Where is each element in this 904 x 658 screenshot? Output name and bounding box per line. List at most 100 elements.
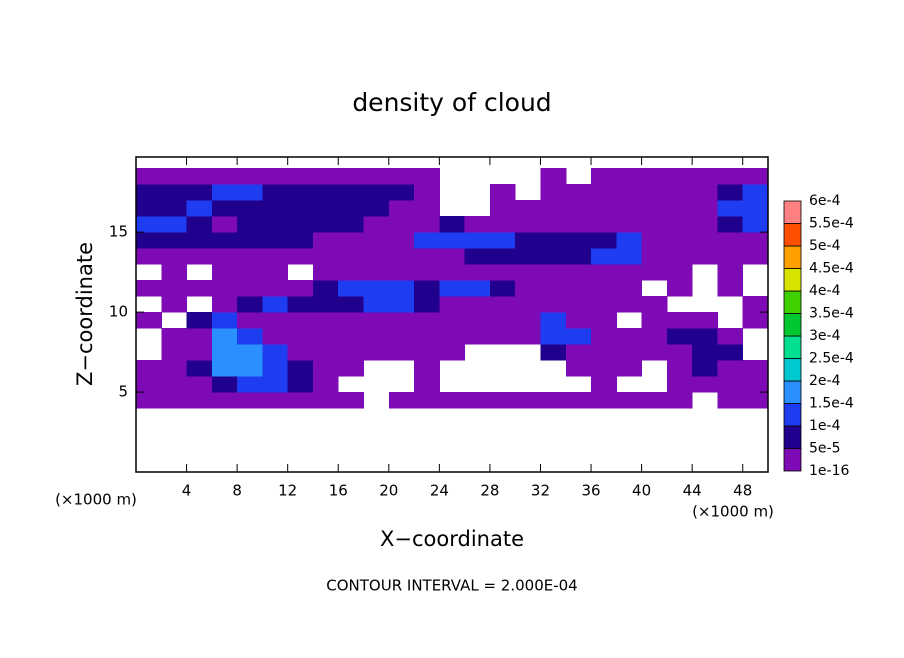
contour-cell bbox=[414, 184, 440, 201]
contour-cell bbox=[717, 344, 744, 361]
contour-cell bbox=[363, 328, 390, 345]
contour-cell bbox=[237, 376, 263, 393]
colorbar-swatch bbox=[783, 425, 802, 449]
x-tick-label: 4 bbox=[182, 482, 192, 500]
contour-cell bbox=[641, 264, 668, 281]
contour-cell bbox=[641, 312, 668, 329]
x-tick-label: 16 bbox=[329, 482, 348, 500]
contour-cell bbox=[641, 232, 668, 249]
contour-cell bbox=[692, 328, 718, 345]
contour-cell bbox=[439, 312, 466, 329]
y-tick-label: 15 bbox=[109, 223, 128, 241]
contour-cell bbox=[363, 200, 390, 217]
contour-cell bbox=[742, 184, 769, 201]
contour-cell bbox=[439, 264, 466, 281]
contour-cell bbox=[287, 216, 314, 233]
contour-cell bbox=[211, 216, 238, 233]
contour-cell bbox=[565, 200, 592, 217]
contour-cell bbox=[388, 312, 415, 329]
contour-cell bbox=[262, 168, 289, 185]
contour-cell bbox=[540, 328, 567, 345]
contour-cell bbox=[742, 360, 769, 377]
contour-cell bbox=[312, 280, 339, 297]
contour-cell bbox=[262, 296, 289, 313]
contour-cell bbox=[464, 392, 491, 409]
contour-cell bbox=[161, 328, 188, 345]
contour-cell bbox=[186, 328, 213, 345]
contour-cell bbox=[540, 232, 567, 249]
contour-cell bbox=[211, 296, 238, 313]
contour-cell bbox=[161, 264, 188, 281]
colorbar-swatch bbox=[783, 313, 802, 337]
contour-cell bbox=[338, 360, 365, 377]
contour-cell bbox=[338, 184, 365, 201]
contour-cell bbox=[666, 376, 693, 393]
contour-cell bbox=[388, 264, 415, 281]
contour-cell bbox=[742, 200, 769, 217]
contour-cell bbox=[540, 168, 567, 185]
contour-cell bbox=[692, 344, 718, 361]
contour-cell bbox=[515, 264, 541, 281]
contour-cell bbox=[565, 216, 592, 233]
contour-cell bbox=[616, 248, 643, 265]
contour-cell bbox=[565, 344, 592, 361]
contour-cell bbox=[186, 216, 213, 233]
contour-cell bbox=[388, 200, 415, 217]
contour-cell bbox=[237, 216, 263, 233]
contour-cell bbox=[641, 248, 668, 265]
y-tick-label: 5 bbox=[118, 383, 128, 401]
contour-cell bbox=[565, 184, 592, 201]
contour-cell bbox=[489, 312, 516, 329]
contour-cell bbox=[666, 392, 693, 409]
contour-cell bbox=[591, 328, 617, 345]
contour-cell bbox=[338, 344, 365, 361]
colorbar-label: 1e-4 bbox=[809, 418, 841, 434]
x-tick-label: 36 bbox=[581, 482, 600, 500]
contour-cell bbox=[565, 264, 592, 281]
contour-cell bbox=[414, 232, 440, 249]
contour-cell bbox=[591, 360, 617, 377]
contour-cell bbox=[338, 168, 365, 185]
contour-cell bbox=[641, 328, 668, 345]
contour-cell bbox=[262, 312, 289, 329]
x-tick-label: 12 bbox=[278, 482, 297, 500]
contour-cell bbox=[388, 248, 415, 265]
contour-cell bbox=[692, 312, 718, 329]
contour-cell bbox=[211, 312, 238, 329]
contour-cell bbox=[338, 216, 365, 233]
contour-cell bbox=[161, 392, 188, 409]
contour-cell bbox=[717, 392, 744, 409]
contour-cell bbox=[692, 216, 718, 233]
contour-cell bbox=[388, 392, 415, 409]
contour-note: CONTOUR INTERVAL = 2.000E-04 bbox=[326, 577, 577, 595]
contour-cell bbox=[591, 392, 617, 409]
contour-cell bbox=[312, 360, 339, 377]
contour-cell bbox=[338, 232, 365, 249]
contour-cell bbox=[439, 328, 466, 345]
contour-cell bbox=[237, 248, 263, 265]
x-tick-label: 24 bbox=[430, 482, 449, 500]
contour-cell bbox=[439, 248, 466, 265]
contour-cell bbox=[591, 200, 617, 217]
contour-cell bbox=[717, 216, 744, 233]
contour-cell bbox=[338, 296, 365, 313]
contour-cell bbox=[540, 280, 567, 297]
contour-cell bbox=[338, 312, 365, 329]
contour-cell bbox=[388, 344, 415, 361]
contour-cell bbox=[312, 184, 339, 201]
contour-cell bbox=[161, 232, 188, 249]
contour-cell bbox=[262, 392, 289, 409]
contour-cell bbox=[388, 168, 415, 185]
contour-cell bbox=[262, 232, 289, 249]
contour-cell bbox=[565, 360, 592, 377]
contour-cell bbox=[161, 200, 188, 217]
contour-cell bbox=[211, 184, 238, 201]
contour-cell bbox=[717, 280, 744, 297]
contour-cell bbox=[414, 376, 440, 393]
contour-cell bbox=[641, 200, 668, 217]
contour-cell bbox=[186, 248, 213, 265]
contour-cell bbox=[666, 264, 693, 281]
contour-cell bbox=[591, 168, 617, 185]
contour-cell bbox=[287, 328, 314, 345]
